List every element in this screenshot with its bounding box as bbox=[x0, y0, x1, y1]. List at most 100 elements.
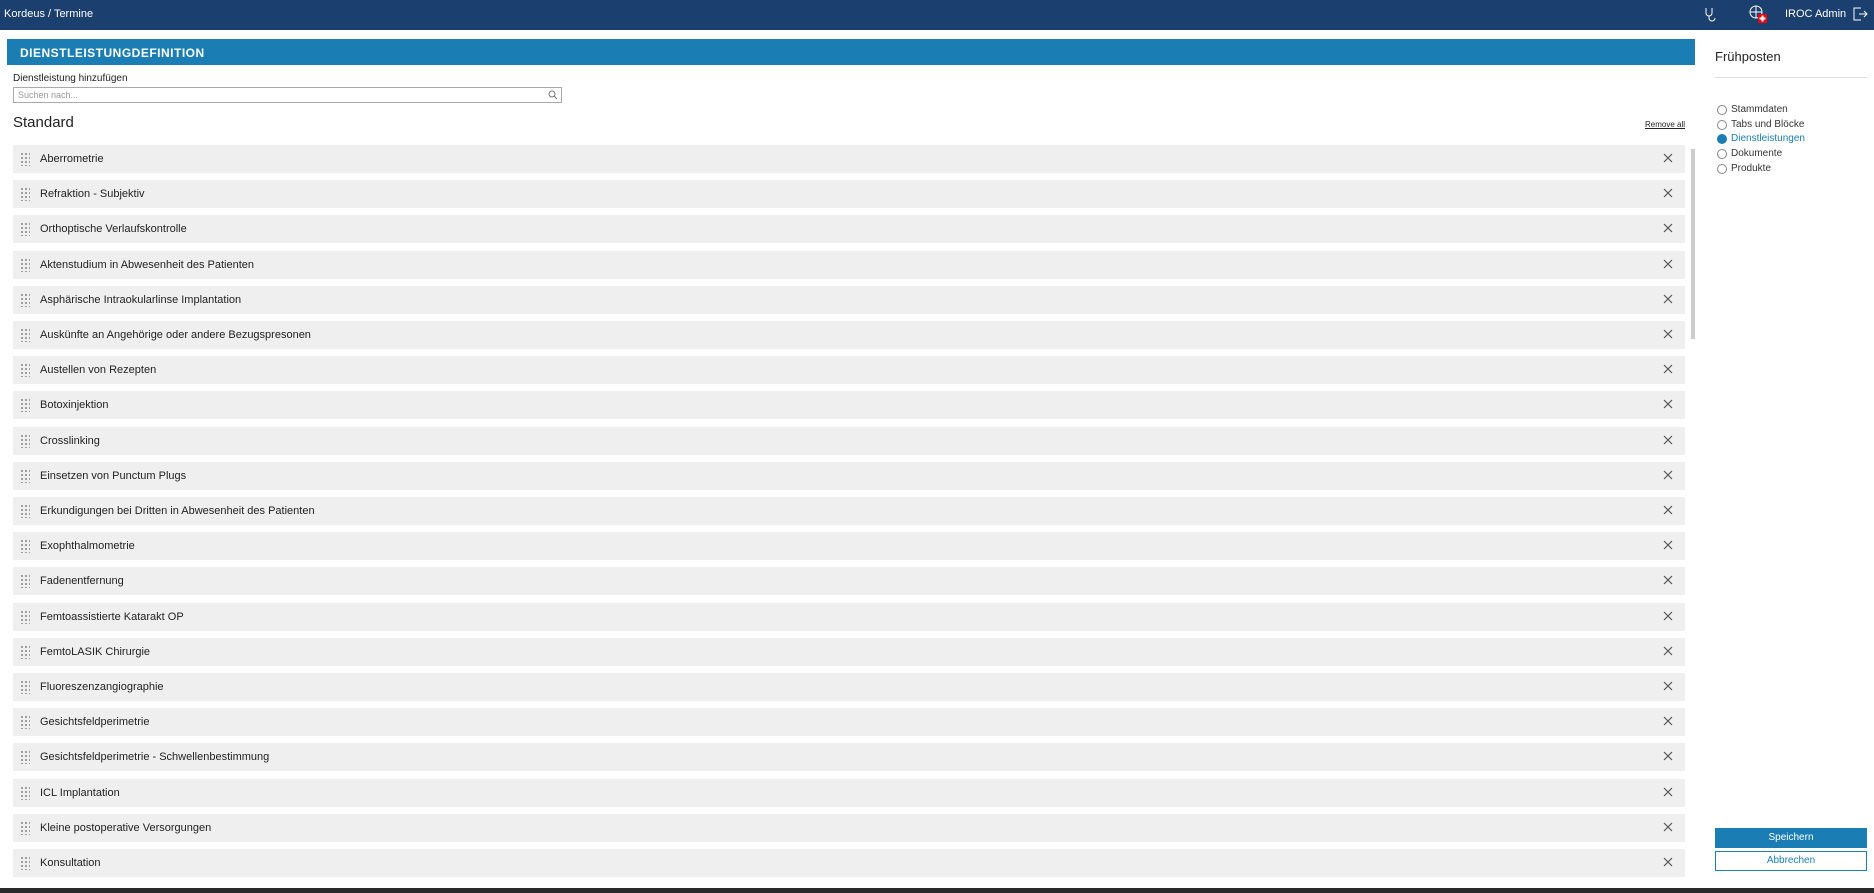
scrollbar[interactable] bbox=[1691, 149, 1695, 339]
drag-handle[interactable] bbox=[20, 644, 30, 659]
step-status-icon bbox=[1717, 149, 1727, 160]
drag-handle[interactable] bbox=[20, 750, 30, 765]
service-name: Asphärische Intraokularlinse Implantatio… bbox=[40, 293, 242, 306]
drag-handle[interactable] bbox=[20, 433, 30, 448]
remove-button[interactable] bbox=[1661, 257, 1675, 271]
drag-handle[interactable] bbox=[20, 363, 30, 378]
remove-button[interactable] bbox=[1661, 292, 1675, 306]
service-name: Femtoassistierte Katarakt OP bbox=[40, 610, 184, 623]
step-item[interactable]: Tabs und Blöcke bbox=[1717, 119, 1804, 130]
service-item[interactable]: Aberrometrie bbox=[13, 145, 1685, 173]
service-item[interactable]: Fluoreszenzangiographie bbox=[13, 673, 1685, 701]
save-button[interactable]: Speichern bbox=[1715, 828, 1867, 848]
top-bar: Kordeus / Termine IROC Admin bbox=[0, 0, 1874, 30]
remove-button[interactable] bbox=[1661, 820, 1675, 834]
remove-button[interactable] bbox=[1661, 573, 1675, 587]
remove-button[interactable] bbox=[1661, 714, 1675, 728]
service-item[interactable]: Orthoptische Verlaufskontrolle bbox=[13, 215, 1685, 244]
drag-handle[interactable] bbox=[20, 292, 30, 307]
drag-handle[interactable] bbox=[20, 152, 30, 166]
service-item[interactable]: Botoxinjektion bbox=[13, 391, 1685, 420]
step-item[interactable]: Dokumente bbox=[1717, 148, 1783, 160]
search-icon bbox=[548, 90, 558, 100]
step-status-icon bbox=[1717, 105, 1727, 115]
remove-button[interactable] bbox=[1661, 397, 1675, 411]
remove-button[interactable] bbox=[1661, 785, 1675, 799]
search-input[interactable]: Suchen nach... bbox=[13, 87, 562, 103]
step-item[interactable]: Produkte bbox=[1717, 163, 1771, 174]
service-item[interactable]: FemtoLASIK Chirurgie bbox=[13, 637, 1685, 666]
service-item[interactable]: Kleine postoperative Versorgungen bbox=[13, 813, 1685, 842]
logout-icon[interactable] bbox=[1852, 6, 1868, 22]
step-item[interactable]: Dienstleistungen bbox=[1717, 133, 1805, 145]
remove-button[interactable] bbox=[1661, 151, 1675, 165]
service-item[interactable]: Aktenstudium in Abwesenheit des Patiente… bbox=[13, 250, 1685, 279]
service-name: Fluoreszenzangiographie bbox=[40, 681, 164, 693]
service-item[interactable]: Crosslinking bbox=[13, 426, 1685, 455]
remove-all[interactable]: Remove all bbox=[1644, 120, 1685, 129]
drag-handle[interactable] bbox=[20, 504, 30, 518]
drag-handle[interactable] bbox=[20, 539, 30, 554]
drag-handle[interactable] bbox=[20, 187, 30, 202]
drag-handle[interactable] bbox=[20, 574, 30, 589]
add-label: Dienstleistung hinzufügen bbox=[13, 73, 128, 84]
service-item[interactable]: Einsetzen von Punctum Plugs bbox=[13, 461, 1685, 490]
service-item[interactable]: Auskünfte an Angehörige oder andere Bezu… bbox=[13, 321, 1685, 349]
service-name: Crosslinking bbox=[40, 434, 100, 447]
sidebar: Frühposten Stammdaten Tabs und Blöcke Dien… bbox=[1705, 39, 1874, 889]
step-item[interactable]: Stammdaten bbox=[1717, 104, 1788, 115]
drag-handle[interactable] bbox=[20, 680, 30, 694]
service-panel: DIENSTLEISTUNGDEFINITION Dienstleistung … bbox=[7, 39, 1695, 889]
user-name[interactable]: IROC Admin bbox=[1785, 8, 1847, 20]
service-item[interactable]: Austellen von Rezepten bbox=[13, 356, 1685, 385]
drag-handle[interactable] bbox=[20, 856, 30, 870]
service-item[interactable]: Refraktion - Subjektiv bbox=[13, 180, 1685, 209]
stethoscope-icon[interactable] bbox=[1702, 6, 1718, 22]
drag-handle[interactable] bbox=[20, 715, 30, 730]
drag-handle[interactable] bbox=[20, 257, 30, 272]
service-name: FemtoLASIK Chirurgie bbox=[40, 645, 151, 658]
service-item[interactable]: Gesichtsfeldperimetrie - Schwellenbestim… bbox=[13, 743, 1685, 772]
service-item[interactable]: Femtoassistierte Katarakt OP bbox=[13, 602, 1685, 631]
service-name: Kleine postoperative Versorgungen bbox=[40, 821, 212, 834]
service-item[interactable]: Konsultation bbox=[13, 849, 1685, 877]
remove-button[interactable] bbox=[1661, 186, 1675, 200]
drag-handle[interactable] bbox=[20, 468, 30, 483]
step-label: Dokumente bbox=[1731, 148, 1783, 160]
remove-button[interactable] bbox=[1661, 433, 1675, 447]
remove-button[interactable] bbox=[1661, 749, 1675, 763]
remove-button[interactable] bbox=[1661, 468, 1675, 482]
remove-button[interactable] bbox=[1661, 609, 1675, 623]
drag-handle[interactable] bbox=[20, 328, 30, 342]
service-item[interactable]: Asphärische Intraokularlinse Implantatio… bbox=[13, 285, 1685, 314]
sidebar-title: Frühposten bbox=[1715, 49, 1781, 64]
service-item[interactable]: ICL Implantation bbox=[13, 778, 1685, 807]
service-item[interactable]: Exophthalmometrie bbox=[13, 532, 1685, 561]
remove-button[interactable] bbox=[1661, 644, 1675, 658]
remove-button[interactable] bbox=[1661, 855, 1675, 869]
remove-button[interactable] bbox=[1661, 327, 1675, 341]
breadcrumb[interactable]: Kordeus / Termine bbox=[4, 8, 94, 20]
service-name: Aktenstudium in Abwesenheit des Patiente… bbox=[40, 258, 255, 271]
drag-handle[interactable] bbox=[20, 785, 30, 800]
service-item[interactable]: Gesichtsfeldperimetrie bbox=[13, 708, 1685, 737]
step-status-icon bbox=[1717, 163, 1727, 174]
remove-button[interactable] bbox=[1661, 679, 1675, 693]
service-name: Gesichtsfeldperimetrie - Schwellenbestim… bbox=[40, 751, 270, 764]
drag-handle[interactable] bbox=[20, 609, 30, 624]
drag-handle[interactable] bbox=[20, 820, 30, 835]
service-item[interactable]: Erkundigungen bei Dritten in Abwesenheit… bbox=[13, 497, 1685, 525]
step-label: Stammdaten bbox=[1731, 104, 1788, 115]
service-name: Erkundigungen bei Dritten in Abwesenheit… bbox=[40, 505, 315, 517]
cancel-button[interactable]: Abbrechen bbox=[1715, 851, 1867, 871]
service-item[interactable]: Fadenentfernung bbox=[13, 567, 1685, 596]
service-name: Refraktion - Subjektiv bbox=[40, 188, 145, 201]
drag-handle[interactable] bbox=[20, 398, 30, 413]
remove-button[interactable] bbox=[1661, 362, 1675, 376]
drag-handle[interactable] bbox=[20, 222, 30, 237]
remove-button[interactable] bbox=[1661, 538, 1675, 552]
language-icon[interactable] bbox=[1748, 4, 1768, 24]
remove-button[interactable] bbox=[1661, 221, 1675, 235]
remove-button[interactable] bbox=[1661, 503, 1675, 517]
